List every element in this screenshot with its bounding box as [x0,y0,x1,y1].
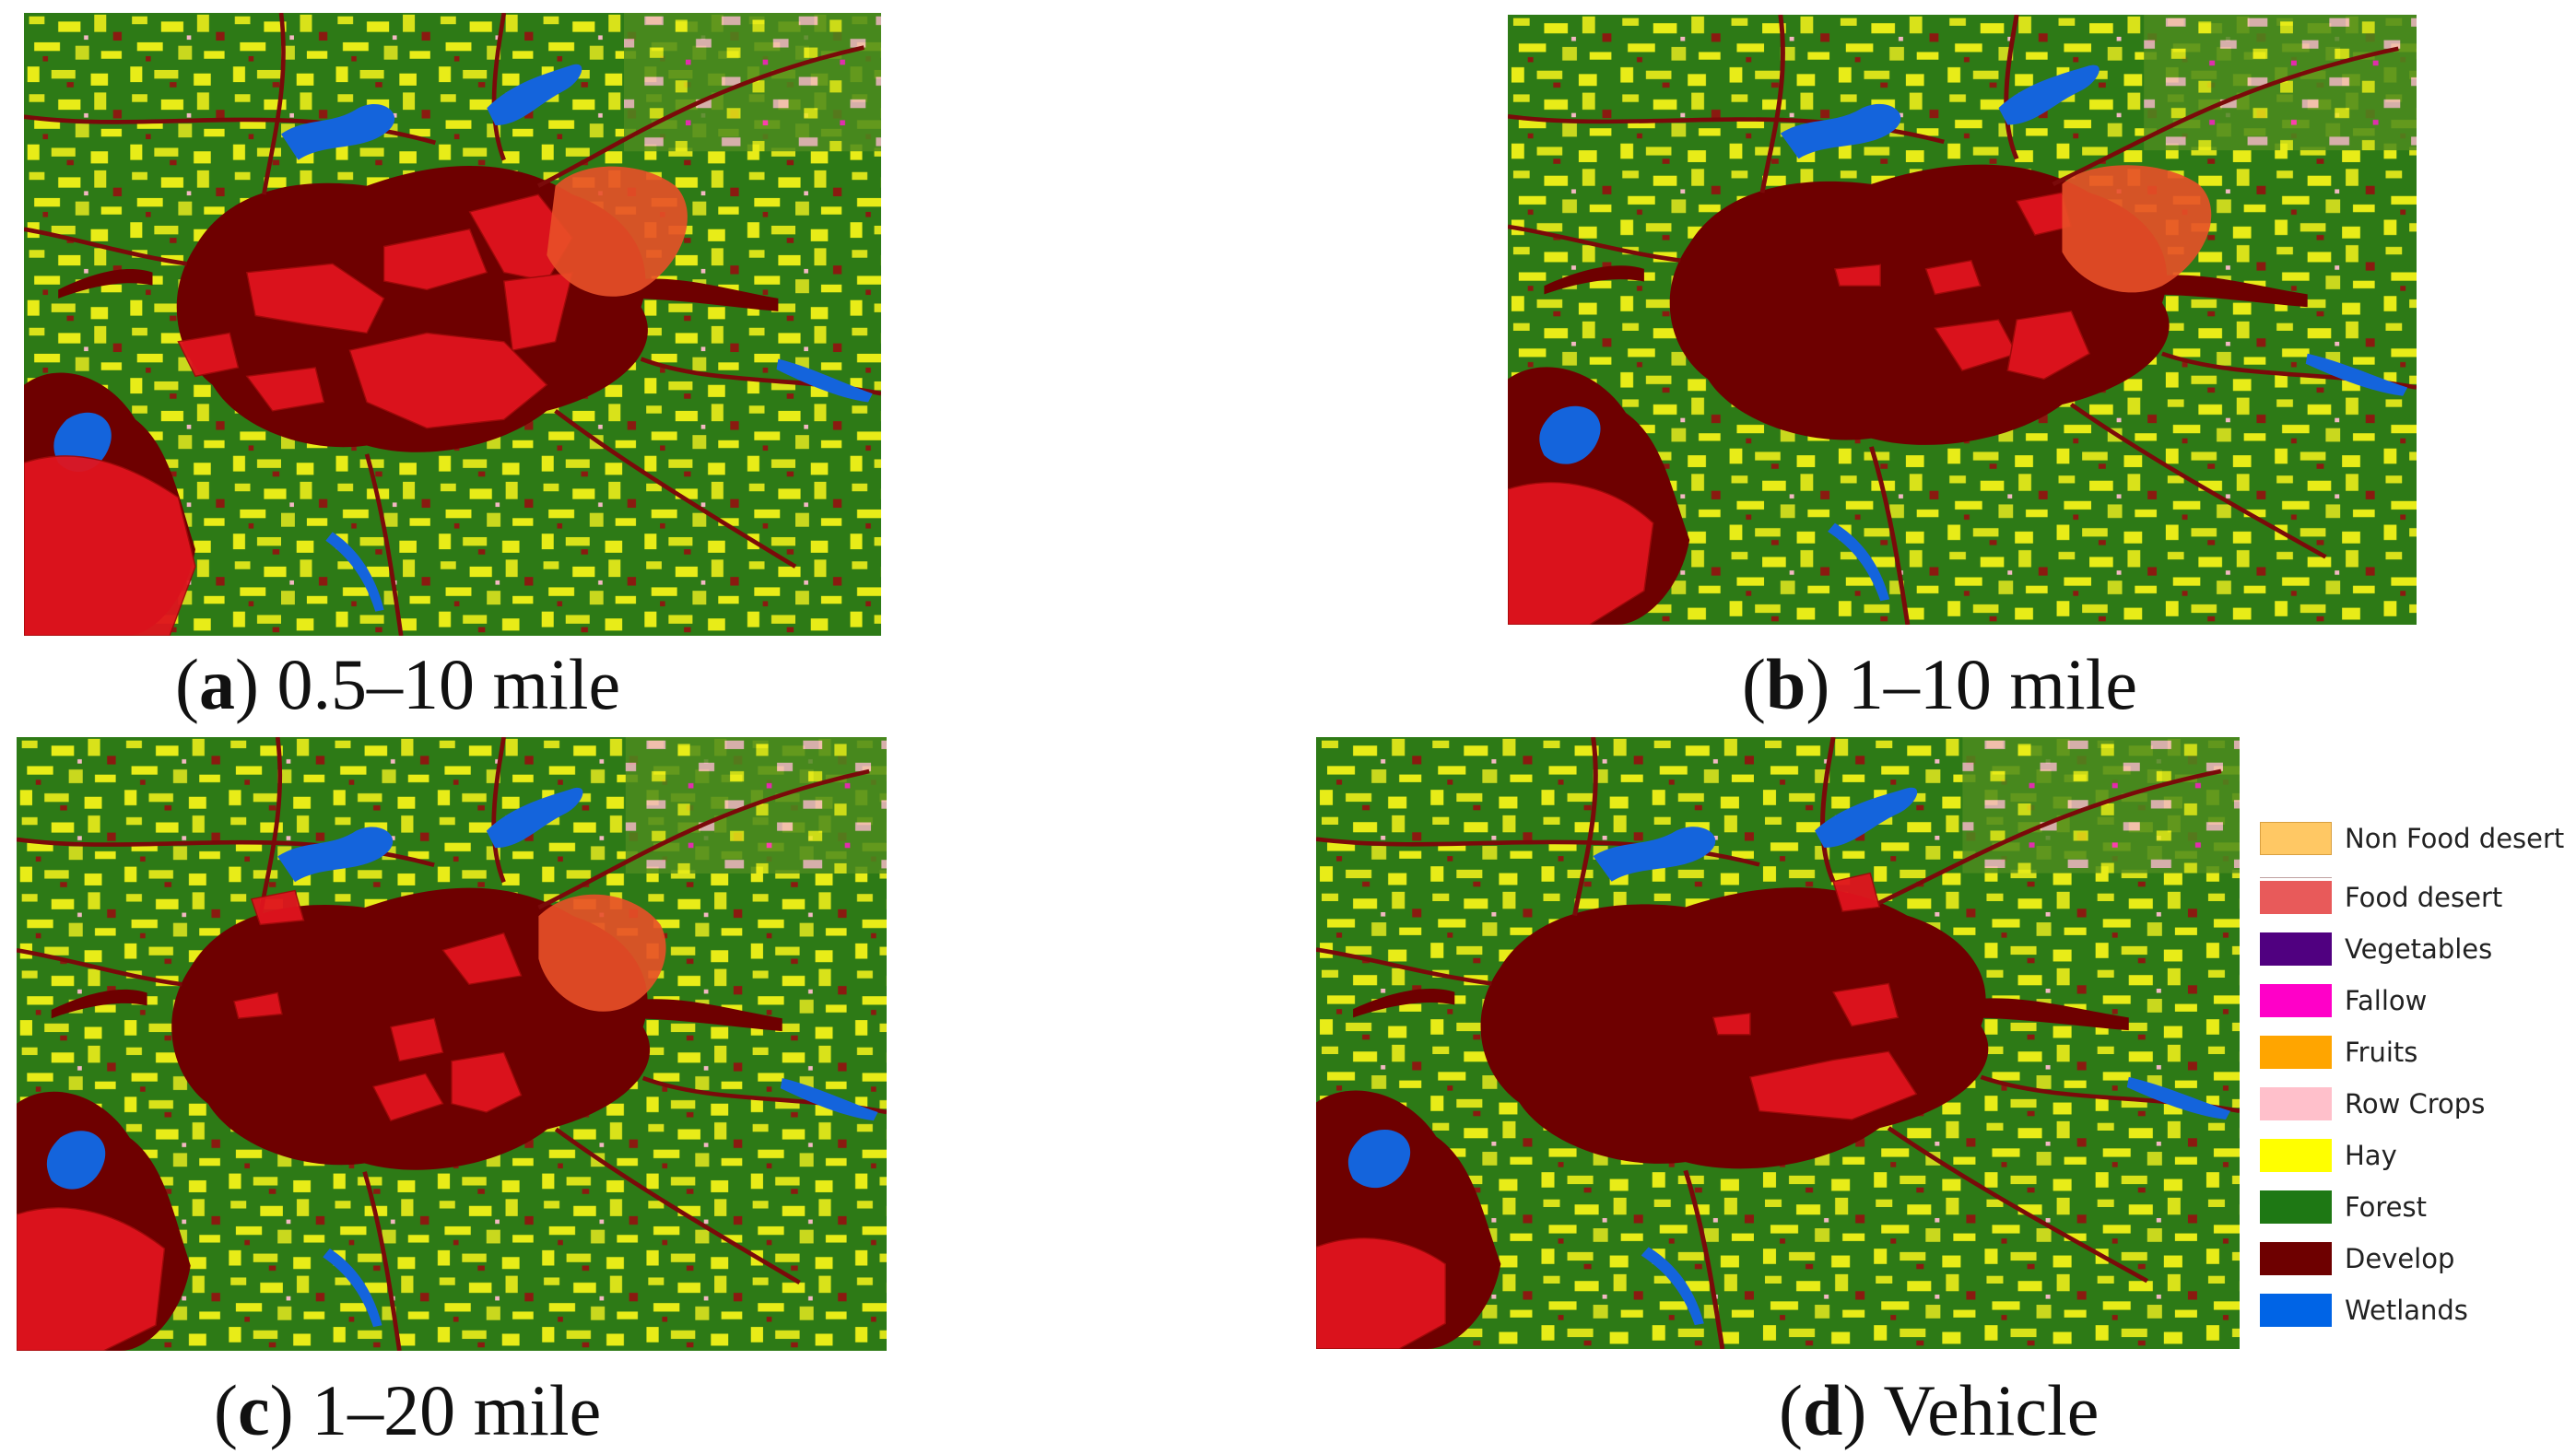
legend-label: Develop [2345,1243,2455,1274]
map-image [24,13,881,636]
legend-swatch [2260,1036,2332,1069]
map-image [17,737,887,1351]
legend-label: Forest [2345,1191,2427,1223]
legend-swatch [2260,1242,2332,1275]
legend-label: Food desert [2345,882,2503,913]
legend-label: Non Food desert [2345,823,2565,854]
map-image [1508,15,2417,625]
legend-label: Row Crops [2345,1088,2486,1120]
legend-swatch [2260,1294,2332,1327]
map-a [24,13,881,636]
legend-swatch [2260,1190,2332,1224]
legend-swatch [2260,932,2332,966]
map-d [1316,737,2240,1349]
caption-b: (b) 1–10 mile [1742,644,2137,724]
map-c [17,737,887,1351]
caption-d: (d) Vehicle [1779,1370,2100,1450]
legend-label: Fallow [2345,985,2428,1016]
legend-label: Wetlands [2345,1295,2468,1326]
legend-label: Vegetables [2345,933,2493,965]
legend-swatch [2260,881,2332,914]
legend-swatch [2260,1087,2332,1120]
legend-separator [2260,877,2332,878]
legend-swatch [2260,984,2332,1017]
legend-swatch [2260,1139,2332,1172]
legend-label: Hay [2345,1140,2397,1171]
caption-a: (a) 0.5–10 mile [175,644,621,724]
caption-c: (c) 1–20 mile [214,1370,602,1450]
legend-label: Fruits [2345,1037,2418,1068]
map-b [1508,15,2417,625]
map-image [1316,737,2240,1349]
legend-swatch [2260,822,2332,855]
